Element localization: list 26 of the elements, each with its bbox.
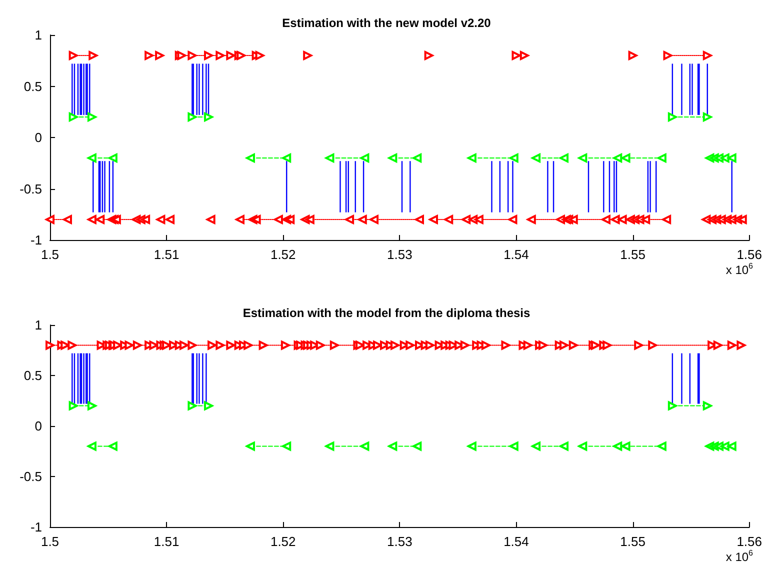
y-tick-label: -0.5 (20, 469, 42, 484)
y-tick-label: 0 (34, 418, 42, 434)
y-tick-label: 0.5 (24, 78, 42, 94)
x-tick-label: 1.5 (40, 247, 60, 262)
x-tick-label: 1.53 (387, 247, 412, 262)
x-tick-label: 1.56 (736, 534, 762, 549)
y-tick-label: 0 (34, 130, 42, 145)
x-tick-label: 1.54 (504, 247, 529, 262)
y-tick-label: -1 (30, 232, 42, 248)
x-tick-label: 1.54 (504, 534, 529, 549)
x-tick-label: 1.52 (270, 534, 296, 549)
x-tick-label: 1.55 (620, 247, 646, 262)
y-tick-label: -1 (30, 520, 42, 534)
x-tick-label: 1.52 (270, 247, 296, 262)
chart-title: Estimation with the model from the diploma thesis (242, 306, 530, 320)
x-tick-label: 1.55 (620, 534, 646, 549)
y-tick-label: 0.5 (24, 368, 42, 383)
y-tick-label: -0.5 (20, 181, 42, 196)
y-tick-label: 1 (34, 318, 42, 332)
x-tick-label: 1.51 (154, 534, 180, 549)
x-tick-label: 1.5 (40, 534, 60, 549)
x-tick-label: 1.56 (736, 247, 762, 262)
y-tick-label: 1 (34, 28, 42, 42)
chart-title: Estimation with the new model v2.20 (282, 16, 492, 30)
x-tick-label: 1.53 (387, 534, 412, 549)
x-tick-label: 1.51 (154, 247, 180, 262)
